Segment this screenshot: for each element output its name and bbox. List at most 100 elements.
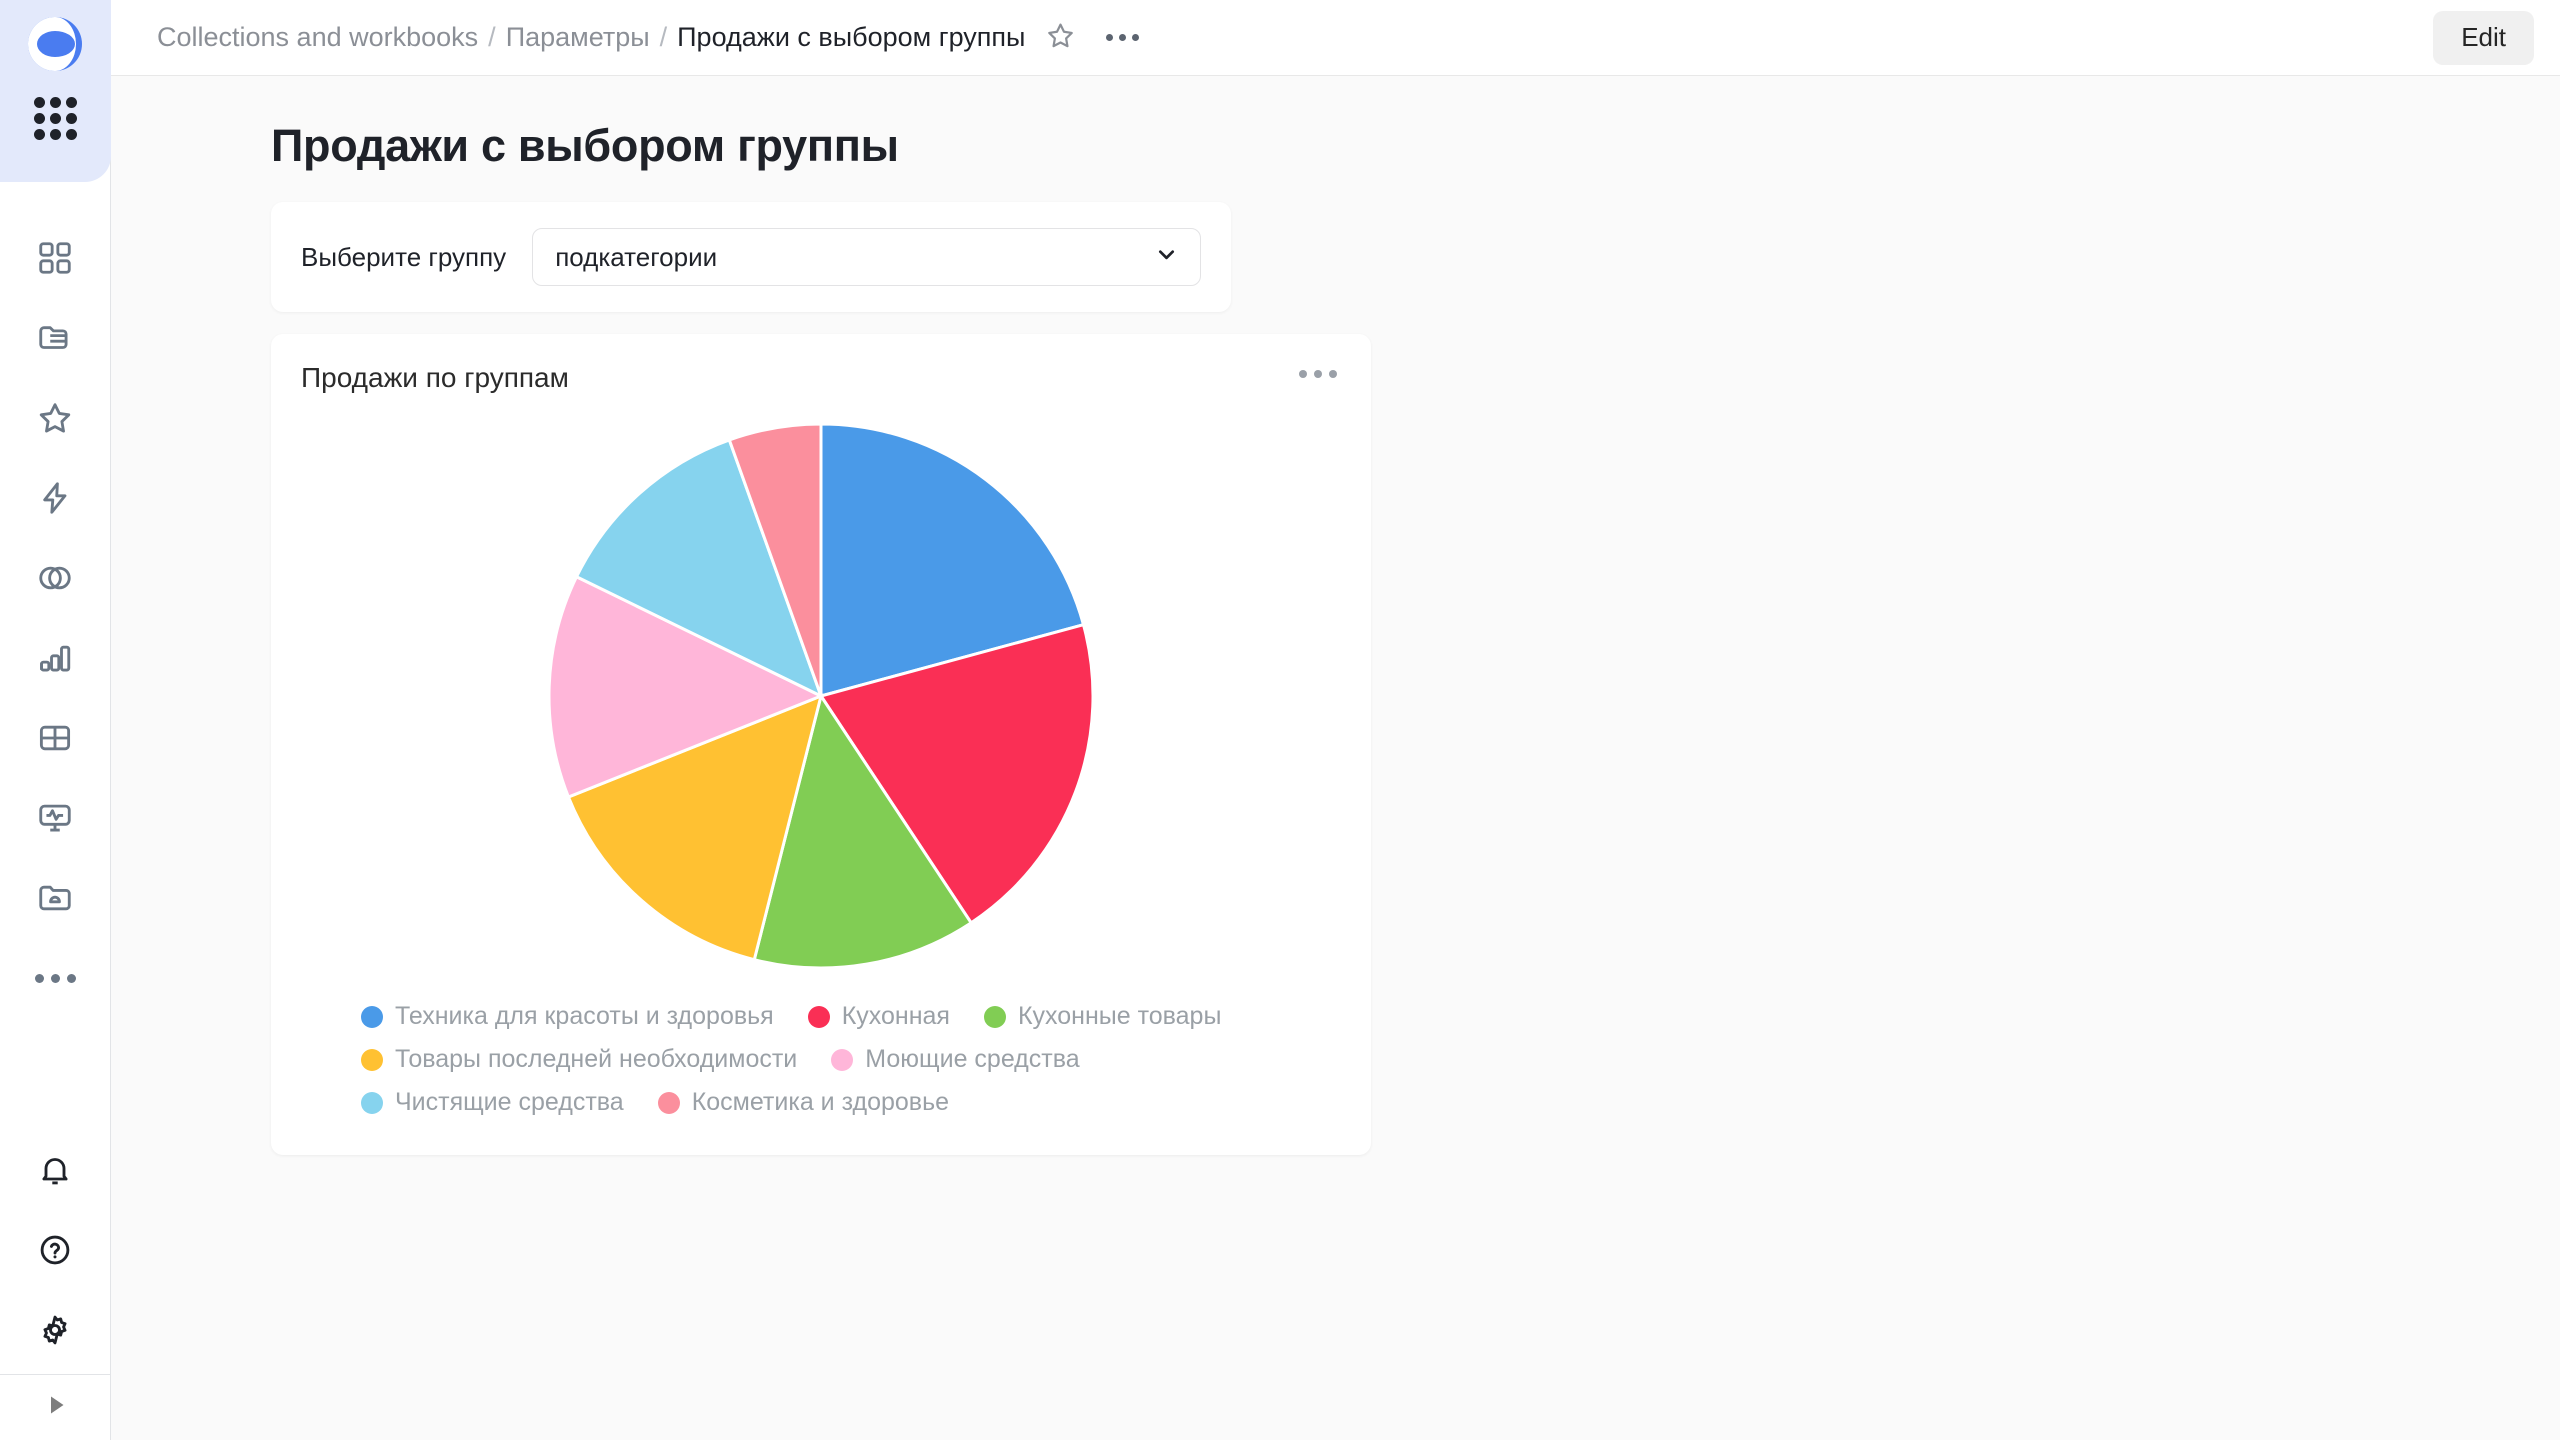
pie-chart[interactable] bbox=[541, 416, 1101, 976]
breadcrumb-item-current: Продажи с выбором группы bbox=[677, 22, 1026, 52]
legend-item-label: Кухонная bbox=[841, 1002, 950, 1030]
monitor-pulse-icon bbox=[36, 799, 74, 837]
chevron-down-icon bbox=[1153, 241, 1180, 273]
grid-dot bbox=[49, 129, 61, 140]
page-title: Продажи с выбором группы bbox=[271, 120, 899, 171]
legend-item[interactable]: Косметика и здоровье bbox=[657, 1088, 950, 1117]
page-more-button[interactable] bbox=[1098, 26, 1147, 49]
dot bbox=[1299, 370, 1307, 378]
legend-item[interactable]: Кухонная bbox=[807, 1002, 950, 1031]
legend-item-label: Чистящие средства bbox=[395, 1088, 624, 1116]
legend-color-dot bbox=[657, 1091, 680, 1114]
favorite-button[interactable] bbox=[1045, 20, 1076, 56]
grid-dot bbox=[65, 97, 77, 108]
legend-color-dot bbox=[361, 1048, 383, 1071]
breadcrumb-item-parameters[interactable]: Параметры bbox=[505, 22, 650, 52]
chart-widget: Продажи по группам Техника для красоты и… bbox=[271, 334, 1371, 1155]
gear-icon bbox=[37, 1312, 73, 1348]
breadcrumb: Collections and workbooks / Параметры / … bbox=[157, 22, 1025, 53]
legend-color-dot bbox=[831, 1048, 854, 1071]
breadcrumb-separator: / bbox=[488, 22, 496, 52]
sidebar-item-files[interactable] bbox=[15, 858, 95, 938]
group-select[interactable]: подкатегории bbox=[532, 228, 1201, 286]
legend-item[interactable]: Кухонные товары bbox=[983, 1002, 1221, 1031]
legend-item[interactable]: Чистящие средства bbox=[361, 1088, 624, 1117]
datalens-logo-icon[interactable] bbox=[27, 16, 83, 72]
chart-more-button[interactable] bbox=[1295, 362, 1341, 386]
sidebar-item-quick[interactable] bbox=[15, 458, 95, 538]
folder-cloud-icon bbox=[36, 879, 74, 917]
table-grid-icon bbox=[36, 719, 74, 757]
selector-label: Выберите группу bbox=[301, 241, 507, 272]
topbar: Collections and workbooks / Параметры / … bbox=[111, 0, 2560, 76]
grid-squares-icon bbox=[36, 239, 74, 277]
sidebar-item-favorites[interactable] bbox=[15, 378, 95, 458]
pie-slice[interactable] bbox=[574, 438, 824, 699]
legend-item[interactable]: Моющие средства bbox=[831, 1045, 1080, 1074]
group-select-value: подкатегории bbox=[555, 241, 718, 272]
sidebar-item-collections[interactable] bbox=[15, 298, 95, 378]
legend-item-label: Техника для красоты и здоровья bbox=[395, 1002, 774, 1030]
selector-panel: Выберите группу подкатегории bbox=[271, 202, 1231, 312]
more-horizontal-icon bbox=[34, 973, 76, 983]
dot bbox=[34, 973, 44, 983]
chart-header: Продажи по группам bbox=[301, 362, 1341, 394]
dot bbox=[1329, 370, 1337, 378]
dot bbox=[1314, 370, 1322, 378]
sidebar-item-connections[interactable] bbox=[15, 538, 95, 618]
sidebar-item-dashboards[interactable] bbox=[15, 778, 95, 858]
grid-dot bbox=[33, 129, 45, 140]
sidebar-item-settings[interactable] bbox=[15, 1290, 95, 1370]
legend-item[interactable]: Техника для красоты и здоровья bbox=[361, 1002, 774, 1031]
dot bbox=[1132, 34, 1140, 41]
pie-slice[interactable] bbox=[727, 422, 823, 697]
play-triangle-icon bbox=[41, 1390, 71, 1425]
breadcrumb-separator: / bbox=[659, 22, 668, 52]
bell-icon bbox=[37, 1152, 73, 1188]
legend-color-dot bbox=[361, 1005, 383, 1028]
grid-dot bbox=[65, 113, 77, 124]
pie-slice[interactable] bbox=[818, 622, 1095, 925]
legend-item-label: Моющие средства bbox=[865, 1045, 1080, 1073]
dot bbox=[1119, 34, 1127, 41]
apps-grid-icon[interactable] bbox=[33, 97, 77, 140]
folder-open-icon bbox=[36, 319, 74, 357]
bar-chart-icon bbox=[36, 639, 74, 677]
star-icon bbox=[1045, 20, 1076, 56]
sidebar-nav bbox=[15, 218, 95, 1018]
lightning-bolt-icon bbox=[36, 479, 74, 517]
sidebar-item-more[interactable] bbox=[15, 938, 95, 1018]
legend-color-dot bbox=[361, 1091, 383, 1114]
breadcrumb-item-collections[interactable]: Collections and workbooks bbox=[157, 22, 479, 52]
logo-panel bbox=[0, 0, 111, 182]
sidebar-bottom-nav bbox=[0, 1130, 110, 1370]
pie-slice[interactable] bbox=[752, 692, 974, 970]
sidebar-item-help[interactable] bbox=[15, 1210, 95, 1290]
main-area: Collections and workbooks / Параметры / … bbox=[111, 0, 2560, 1440]
pie-slice[interactable] bbox=[819, 422, 1086, 698]
legend-item-label: Товары последней необходимости bbox=[395, 1045, 798, 1073]
grid-dot bbox=[33, 97, 45, 108]
pie-slice[interactable] bbox=[566, 693, 824, 962]
grid-dot bbox=[49, 113, 61, 124]
sidebar-collapse-toggle[interactable] bbox=[0, 1374, 111, 1440]
sidebar-item-charts[interactable] bbox=[15, 618, 95, 698]
pie-slice[interactable] bbox=[547, 574, 825, 799]
sidebar-item-datasets[interactable] bbox=[15, 698, 95, 778]
dot bbox=[1106, 34, 1114, 41]
grid-dot bbox=[65, 129, 77, 140]
legend-item-label: Косметика и здоровье bbox=[691, 1088, 950, 1116]
legend-color-dot bbox=[983, 1005, 1006, 1028]
sidebar-item-notifications[interactable] bbox=[15, 1130, 95, 1210]
overlapping-circles-icon bbox=[36, 559, 74, 597]
sidebar bbox=[0, 0, 111, 1440]
grid-dot bbox=[33, 113, 45, 124]
chart-title: Продажи по группам bbox=[301, 362, 569, 393]
legend-item[interactable]: Товары последней необходимости bbox=[361, 1045, 797, 1074]
edit-button[interactable]: Edit bbox=[2433, 10, 2534, 65]
pie-chart-container bbox=[301, 416, 1341, 976]
star-icon bbox=[36, 399, 74, 437]
chart-legend: Техника для красоты и здоровья Кухонная Ку… bbox=[301, 1002, 1301, 1131]
sidebar-item-navigation[interactable] bbox=[15, 218, 95, 298]
